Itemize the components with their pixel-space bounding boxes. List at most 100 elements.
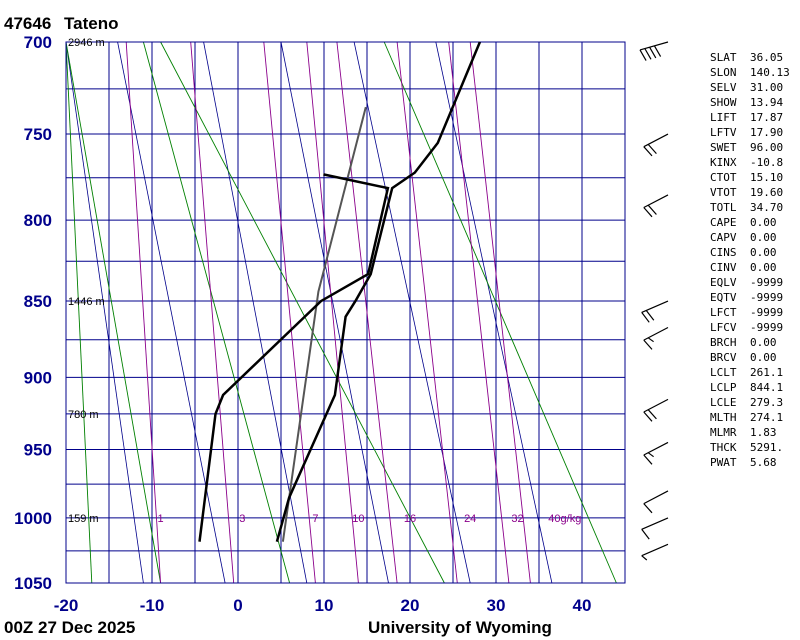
index-row: CTOT 15.10 [710,170,798,185]
pressure-tick-label: 750 [24,125,52,144]
index-row: SHOW 13.94 [710,95,798,110]
index-row: EQLV -9999 [710,275,798,290]
index-row: SLON 140.13 [710,65,798,80]
index-row: CINV 0.00 [710,260,798,275]
index-value: 0.00 [750,246,777,259]
mixing-ratio-label: 7 [312,513,318,525]
index-row: CAPV 0.00 [710,230,798,245]
index-key: LCLE [710,396,737,409]
background-lines-layer [65,41,617,584]
index-value: 17.87 [750,111,784,124]
skewed-isotherm-line [353,41,471,584]
wind-barb-staff [643,490,669,505]
index-key: LCLP [710,381,737,394]
skewed-isotherm-line [280,41,389,584]
profile-layer [198,41,482,543]
mixing-ratio-label: 10 [352,513,364,525]
index-row: LIFT 17.87 [710,110,798,125]
mixing-ratio-label: 24 [464,513,476,525]
index-value: -9999 [750,306,784,319]
index-key: SELV [710,81,737,94]
index-key: EQLV [710,276,737,289]
index-value: 279.3 [750,396,784,409]
index-value: 0.00 [750,336,777,349]
dewpoint-profile-line [198,173,390,542]
mixing-ratio-line [306,41,359,584]
index-key: TOTL [710,201,737,214]
index-row: BRCH 0.00 [710,335,798,350]
mixing-ratio-label: 16 [404,513,416,525]
skewed-isotherm-line [203,41,308,584]
dry-adiabat-line [65,41,93,584]
wind-barb-flag [653,45,662,57]
index-row: SWET 96.00 [710,140,798,155]
pressure-tick-label: 700 [24,33,52,52]
temperature-tick-label: 40 [573,596,592,615]
mixing-ratio-line [263,41,316,584]
mixing-ratio-line [469,41,531,584]
index-row: SLAT 36.05 [710,50,798,65]
wind-barb [641,543,669,561]
pressure-tick-label: 1050 [14,574,52,593]
station-name: Tateno [64,14,118,33]
tick-labels-layer: 700 750 800 850 900 950 1000 1050-20 -10 0 10 20 30 4… [14,33,591,615]
wind-barb [643,326,669,350]
station-id: 47646 [4,14,51,33]
index-value: 261.1 [750,366,784,379]
mixing-ratio-line [125,41,162,584]
plot-frame [65,41,626,584]
index-row: CAPE 0.00 [710,215,798,230]
wind-barb-flag [641,555,648,561]
index-key: BRCV [710,351,737,364]
height-label: 159 m [68,513,99,525]
index-key: MLMR [710,426,737,439]
index-key: LIFT [710,111,737,124]
index-key: CAPE [710,216,737,229]
wind-barb [643,490,669,514]
wind-barbs-layer [639,41,669,561]
wind-barb [643,398,669,422]
index-value: -10.8 [750,156,784,169]
index-value: 5291. [750,441,784,454]
index-key: CINV [710,261,737,274]
index-value: 0.00 [750,351,777,364]
temperature-tick-label: 20 [401,596,420,615]
wind-barb-flag [639,49,647,61]
index-value: 15.10 [750,171,784,184]
index-row: LCLT 261.1 [710,365,798,380]
index-key: LFCV [710,321,737,334]
index-key: BRCH [710,336,737,349]
mixing-ratio-label: 1 [158,513,164,525]
index-key: SLAT [710,51,737,64]
index-key: PWAT [710,456,737,469]
wind-barb [643,194,669,218]
index-row: LFCV -9999 [710,320,798,335]
wind-barb-flag [647,144,657,154]
pressure-tick-label: 900 [24,368,52,387]
temperature-profile-line [275,41,482,543]
wind-barb-flag [643,503,653,514]
wind-barb-staff [643,133,669,148]
pressure-tick-label: 800 [24,211,52,230]
index-value: 19.60 [750,186,784,199]
wind-barb-flag [647,409,657,420]
dry-adiabat-line [142,41,291,584]
wind-barb-staff [641,543,669,557]
temperature-tick-label: -10 [140,596,165,615]
wind-barb-flag [647,452,654,458]
dry-adiabat-line [65,41,162,584]
wind-barb-staff [643,398,669,413]
wind-barb-staff [641,517,669,530]
wind-barb-flag [641,528,650,540]
index-key: CAPV [710,231,737,244]
temperature-tick-label: 10 [315,596,334,615]
mixing-ratio-label: 40g/kg [548,513,581,525]
index-row: LFTV 17.90 [710,125,798,140]
wind-barb-flag [647,204,657,215]
index-value: -9999 [750,276,784,289]
index-row: VTOT 19.60 [710,185,798,200]
wind-barb-flag [643,207,653,218]
wind-barb [643,133,669,157]
wind-barb [641,517,669,540]
